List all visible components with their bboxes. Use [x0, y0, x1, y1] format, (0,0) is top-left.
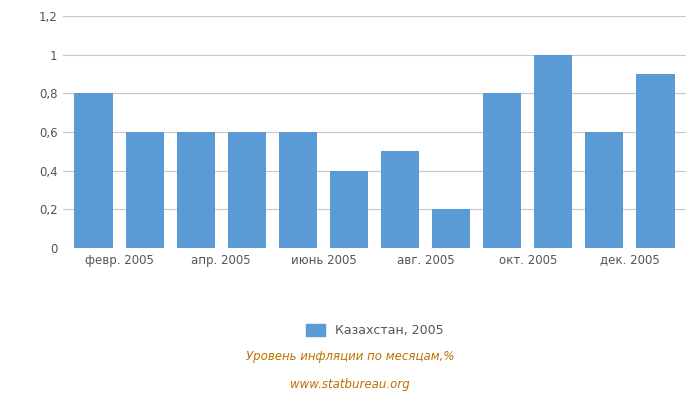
Bar — [585, 132, 624, 248]
Bar — [381, 151, 419, 248]
Bar — [125, 132, 164, 248]
Bar — [330, 171, 368, 248]
Bar — [432, 209, 470, 248]
Bar — [636, 74, 675, 248]
Bar — [483, 93, 522, 248]
Bar — [279, 132, 317, 248]
Bar — [176, 132, 215, 248]
Bar — [228, 132, 266, 248]
Text: www.statbureau.org: www.statbureau.org — [290, 378, 410, 391]
Bar — [534, 55, 573, 248]
Legend: Казахстан, 2005: Казахстан, 2005 — [301, 319, 448, 342]
Bar — [74, 93, 113, 248]
Text: Уровень инфляции по месяцам,%: Уровень инфляции по месяцам,% — [246, 350, 454, 363]
